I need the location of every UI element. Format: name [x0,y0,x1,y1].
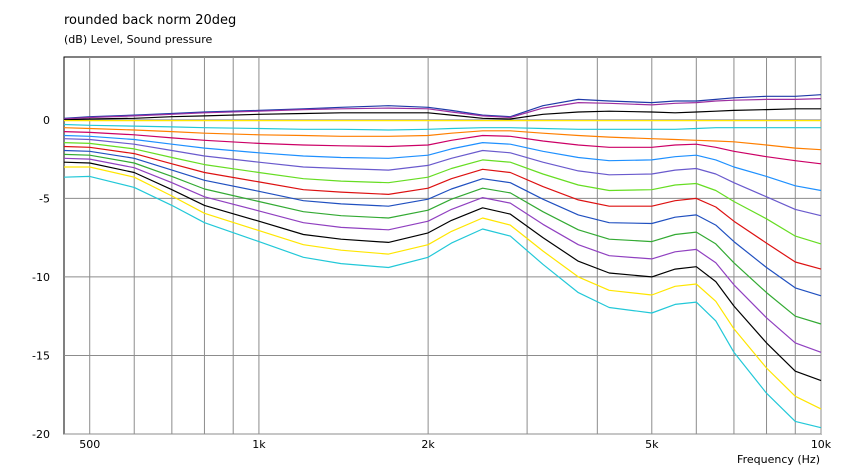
y-tick-label-4: -20 [32,428,50,441]
y-tick-label-3: -15 [32,349,50,362]
series-line-5 [63,127,822,151]
grid [64,57,822,435]
series-line-6 [63,131,822,165]
y-tick-label-2: -10 [32,271,50,284]
x-tick-label-2: 2k [421,438,435,451]
series-line-0 [63,94,822,119]
series-line-2 [63,108,821,121]
y-tick-label-1: -5 [39,192,50,205]
series-line-11 [63,149,822,297]
x-tick-label-3: 5k [645,438,659,451]
x-axis-label: Frequency (Hz) [737,453,820,466]
y-tick-labels: 0 -5 -10 -15 -20 [32,114,50,441]
series-line-4 [63,123,821,131]
series-line-15 [64,166,822,410]
series-line-9 [63,142,822,245]
series-line-10 [63,145,822,270]
series-line-16 [63,175,822,429]
series-line-8 [63,138,822,217]
series-group [63,94,822,429]
y-axis-label: (dB) Level, Sound pressure [64,33,213,46]
y-tick-label-0: 0 [43,114,50,127]
series-line-13 [63,157,822,353]
chart-title: rounded back norm 20deg [64,13,236,28]
x-tick-label-0: 500 [79,438,100,451]
series-line-1 [63,98,822,120]
x-tick-labels: 500 1k 2k 5k 10k [79,438,832,451]
x-tick-label-1: 1k [252,438,266,451]
series-line-7 [63,134,822,192]
series-line-12 [63,153,822,325]
series-line-14 [63,161,822,382]
x-tick-label-4: 10k [811,438,832,451]
